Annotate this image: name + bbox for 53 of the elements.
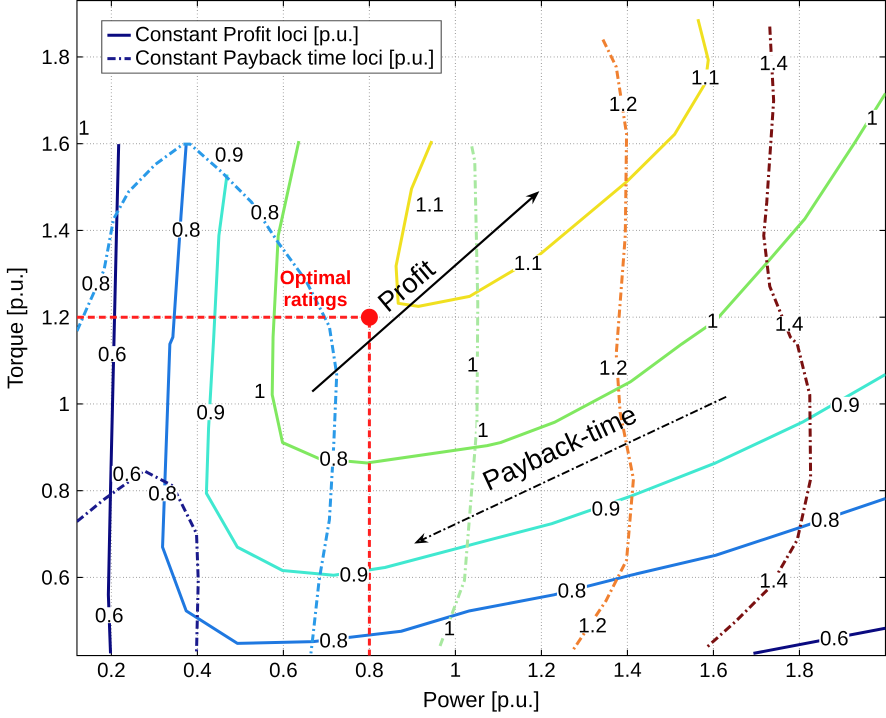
annotation: 0.9 xyxy=(832,397,859,412)
annotation: 0.8 xyxy=(149,486,176,500)
annotation: 0.6 xyxy=(113,466,140,481)
annotation: 0.6 xyxy=(820,630,848,646)
annotation: 0.8 xyxy=(82,276,110,290)
annotation: 0.9 xyxy=(340,566,368,582)
annotation: 1.2 xyxy=(600,360,626,374)
annotation: 1.4 xyxy=(776,316,803,331)
y-tick-label: 0.8 xyxy=(42,483,69,498)
x-tick-label: 1.4 xyxy=(614,662,642,677)
annotation: 1 xyxy=(868,110,877,124)
x-tick-label: 0.6 xyxy=(270,662,297,677)
annotation: 1.2 xyxy=(580,618,606,632)
x-tick-label: 0.8 xyxy=(356,662,383,677)
annotation: 0.6 xyxy=(98,346,126,362)
annotation: 1 xyxy=(708,313,718,328)
x-tick-label: 1.2 xyxy=(528,662,555,677)
annotation: 0.8 xyxy=(320,632,348,648)
annotation: 0.8 xyxy=(251,204,278,220)
annotation: 1.1 xyxy=(416,197,443,212)
annotation: 1 xyxy=(256,384,264,398)
annotation: 1.1 xyxy=(515,256,542,270)
annotation: 0.9 xyxy=(592,500,620,516)
annotation: 1.4 xyxy=(760,56,788,70)
annotation: 0.8 xyxy=(812,512,839,527)
annotation: 1.1 xyxy=(692,70,719,84)
x-tick-label: 0.4 xyxy=(184,662,212,677)
legend-label: Constant Payback time loci [p.u.] xyxy=(136,49,433,69)
annotation: 0.8 xyxy=(558,582,586,598)
annotation: 0.8 xyxy=(172,222,200,237)
annotation: 1 xyxy=(468,357,478,372)
annotation: 1.4 xyxy=(760,573,788,588)
x-tick-label: 1.8 xyxy=(786,662,813,677)
y-tick-label: 1 xyxy=(60,396,69,411)
x-tick-label: 1.6 xyxy=(700,662,727,677)
y-tick-label: 0.6 xyxy=(42,570,69,584)
x-axis-title: Power [p.u.] xyxy=(424,690,538,712)
y-axis-title: Torque [p.u.] xyxy=(6,268,28,388)
x-tick-label: 1 xyxy=(451,662,460,677)
annotation: 0.6 xyxy=(96,608,123,622)
x-tick-label: 0.2 xyxy=(98,662,125,677)
y-tick-label: 1.6 xyxy=(42,136,69,151)
annotation: 1 xyxy=(80,120,89,134)
annotation: Optimal ratings xyxy=(280,270,350,310)
y-tick-label: 1.2 xyxy=(42,310,69,324)
annotation: 0.9 xyxy=(197,404,224,420)
annotation: 0.9 xyxy=(216,147,243,162)
annotation: 0.8 xyxy=(320,451,348,466)
y-tick-label: 1.4 xyxy=(42,223,70,238)
y-tick-label: 1.8 xyxy=(42,49,69,64)
annotation: 1.2 xyxy=(610,96,636,111)
legend-label: Constant Profit loci [p.u.] xyxy=(136,26,358,46)
annotation: 1 xyxy=(445,620,454,636)
